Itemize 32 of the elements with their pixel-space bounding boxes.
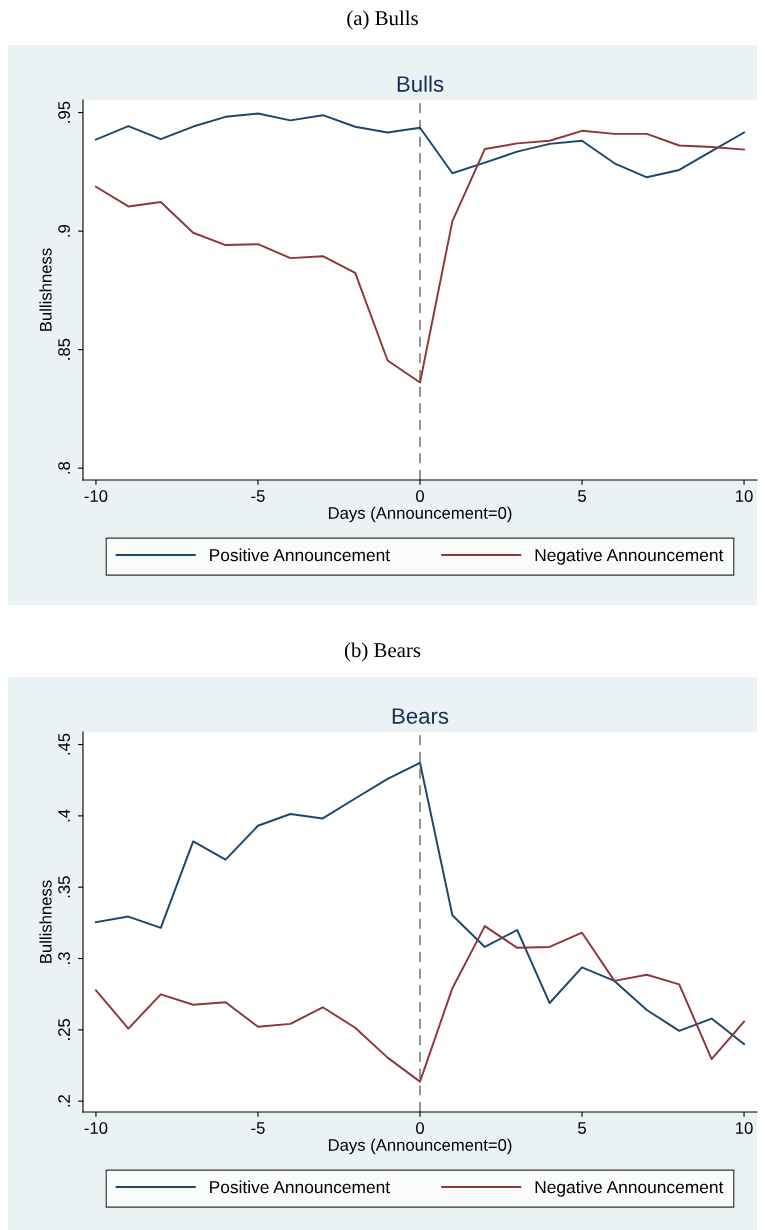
y-tick-label: .25: [58, 1018, 70, 1040]
y-tick-label: .95: [58, 101, 70, 123]
x-tick-label: 10: [736, 490, 753, 502]
x-tick-label: 0: [416, 490, 424, 502]
y-tick-label: .8: [58, 461, 70, 474]
y-axis-title: Bullishness: [39, 248, 52, 331]
y-tick-label: .9: [58, 224, 70, 237]
text: (a) Bulls: [347, 10, 418, 30]
y-tick-label: .3: [58, 952, 70, 964]
x-tick-label: 10: [736, 1122, 753, 1134]
legend-label: Positive Announcement: [210, 548, 390, 562]
text: (b) Bears: [344, 642, 421, 662]
x-tick-label: -10: [84, 1122, 108, 1134]
x-tick-label: -5: [251, 1122, 265, 1134]
x-tick-label: -10: [84, 490, 108, 502]
x-tick-label: 0: [416, 1122, 424, 1134]
legend-label: Negative Announcement: [535, 1180, 724, 1197]
x-tick-label: -5: [251, 490, 265, 502]
x-tick-label: 5: [578, 1122, 586, 1134]
chart-title: Bears: [392, 708, 449, 724]
y-axis-title: Bullishness: [39, 880, 52, 963]
legend-label: Negative Announcement: [535, 548, 724, 565]
y-tick-label: .45: [58, 733, 70, 755]
legend-label: Positive Announcement: [210, 1180, 390, 1194]
y-tick-label: .35: [58, 876, 70, 898]
x-axis-title: Days (Announcement=0): [328, 506, 512, 523]
x-tick-label: 5: [578, 490, 586, 502]
y-tick-label: .85: [58, 338, 70, 360]
y-tick-label: .4: [58, 809, 70, 822]
x-axis-title: Days (Announcement=0): [328, 1138, 512, 1155]
chart-title: Bulls: [397, 75, 444, 92]
y-tick-label: .2: [58, 1095, 70, 1107]
